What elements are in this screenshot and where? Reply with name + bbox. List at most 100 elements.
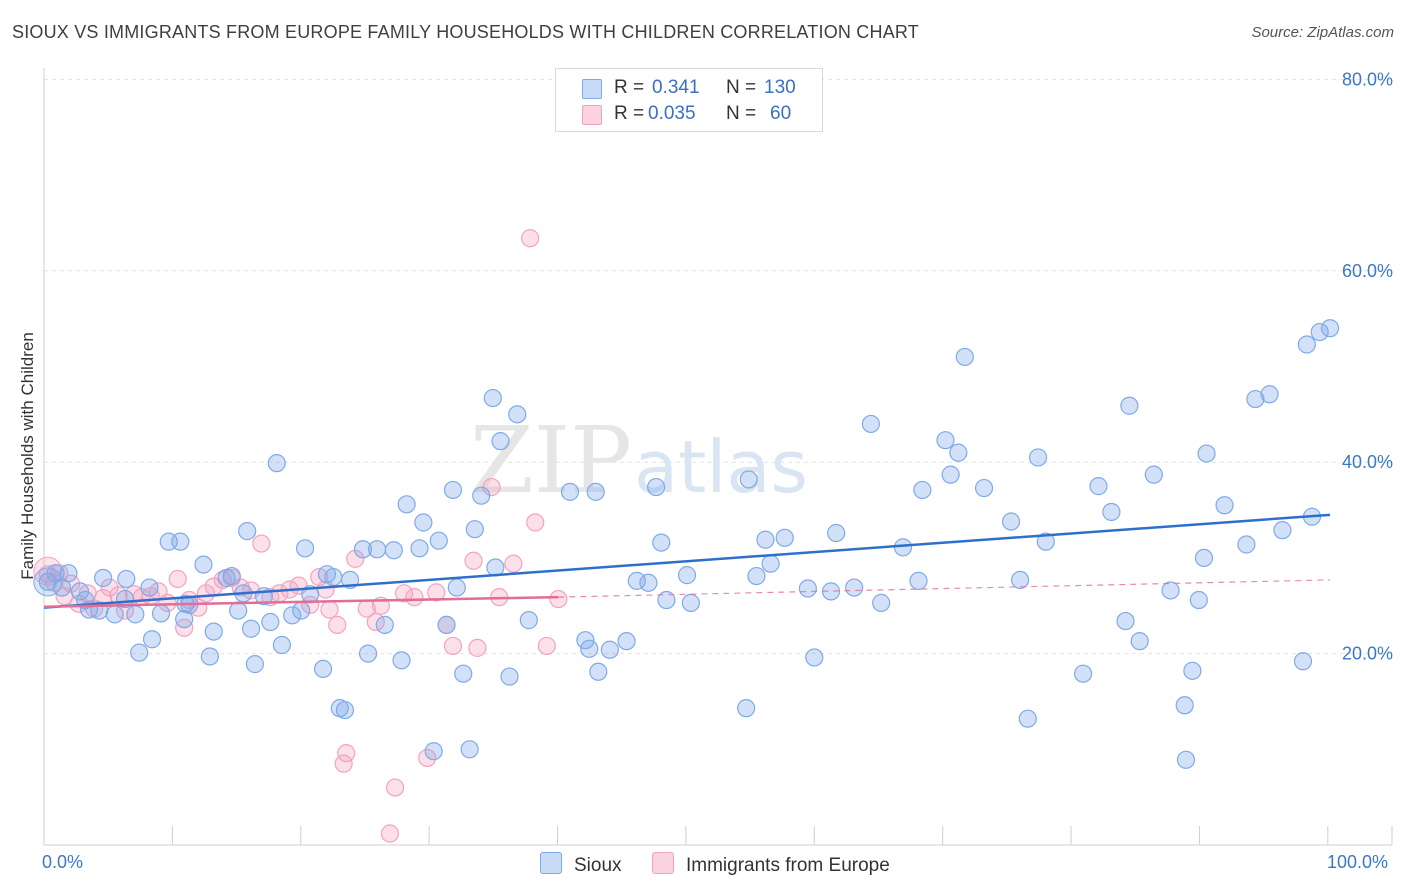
sioux-point bbox=[1183, 661, 1202, 680]
sioux-point bbox=[600, 640, 619, 659]
sioux-point bbox=[283, 606, 302, 625]
sioux-point bbox=[1189, 590, 1208, 610]
europe-point bbox=[504, 554, 523, 573]
europe-point bbox=[549, 589, 568, 609]
sioux-point bbox=[335, 700, 355, 720]
sioux-point bbox=[1320, 319, 1340, 338]
sioux-point bbox=[267, 454, 286, 473]
sioux-points bbox=[33, 319, 1340, 769]
sioux-point bbox=[909, 571, 928, 590]
sioux-point bbox=[798, 579, 817, 598]
sioux-point bbox=[1018, 709, 1037, 728]
sioux-point bbox=[941, 465, 960, 484]
sioux-point bbox=[576, 631, 595, 650]
sioux-point bbox=[460, 740, 479, 759]
sioux-point bbox=[1161, 581, 1180, 600]
sioux-swatch bbox=[582, 79, 602, 99]
sioux-point bbox=[737, 699, 756, 718]
europe-point bbox=[405, 588, 424, 607]
sioux-point bbox=[130, 643, 149, 662]
legend-sioux-r: 0.341 bbox=[652, 77, 700, 98]
sioux-point bbox=[1116, 611, 1135, 631]
sioux-point bbox=[861, 414, 880, 434]
sioux-point bbox=[204, 622, 223, 641]
europe-point bbox=[468, 638, 487, 657]
sioux-point bbox=[500, 667, 519, 686]
bottom-legend-sioux: Sioux bbox=[540, 852, 622, 877]
europe-point bbox=[521, 229, 540, 248]
axes bbox=[43, 68, 1393, 846]
legend-europe-r: 0.035 bbox=[648, 103, 696, 124]
sioux-point bbox=[1310, 322, 1329, 342]
legend-sioux-n: 130 bbox=[764, 77, 796, 98]
chart-title: SIOUX VS IMMIGRANTS FROM EUROPE FAMILY H… bbox=[12, 22, 919, 42]
sioux-point bbox=[508, 405, 527, 424]
sioux-point bbox=[560, 482, 580, 501]
legend-n-label: N = bbox=[726, 103, 757, 124]
sioux-point bbox=[1273, 521, 1292, 540]
sioux-point bbox=[465, 520, 484, 539]
sioux-point bbox=[1175, 696, 1194, 715]
sioux-point bbox=[1246, 389, 1265, 409]
sioux-point bbox=[681, 593, 700, 612]
sioux-point bbox=[1197, 444, 1216, 463]
y-tick-label: 20.0% bbox=[1342, 644, 1393, 664]
sioux-point bbox=[519, 611, 538, 630]
legend-europe-n: 60 bbox=[770, 103, 792, 124]
sioux-point bbox=[151, 604, 171, 623]
sioux-point bbox=[94, 568, 113, 588]
watermark-zip: ZIP bbox=[470, 407, 632, 514]
sioux-point bbox=[1036, 532, 1055, 551]
sioux-point bbox=[1120, 396, 1139, 415]
europe-point bbox=[537, 636, 556, 656]
sioux-trend-line bbox=[43, 513, 1331, 609]
europe-point bbox=[320, 600, 339, 619]
y-tick-label: 80.0% bbox=[1342, 69, 1393, 89]
sioux-point bbox=[171, 532, 190, 551]
bottom-europe-swatch bbox=[652, 852, 674, 874]
europe-swatch bbox=[582, 105, 602, 125]
correlation-legend: R = 0.341 N = 130 R = 0.035 N = 60 bbox=[555, 68, 823, 132]
sioux-point bbox=[756, 530, 775, 549]
sioux-point bbox=[245, 655, 265, 674]
sioux-point bbox=[70, 582, 90, 601]
europe-points bbox=[33, 229, 568, 843]
sioux-point bbox=[647, 477, 666, 497]
sioux-point bbox=[222, 566, 241, 586]
sioux-point bbox=[893, 538, 913, 557]
sioux-point bbox=[117, 569, 136, 589]
sioux-point bbox=[397, 495, 416, 514]
y-tick-label: 60.0% bbox=[1342, 261, 1393, 281]
sioux-point bbox=[313, 659, 333, 679]
sioux-point bbox=[447, 578, 466, 597]
sioux-point bbox=[140, 578, 159, 597]
sioux-point bbox=[1089, 477, 1108, 496]
sioux-point bbox=[775, 528, 794, 547]
europe-point bbox=[346, 549, 365, 568]
legend-r-label: R = bbox=[614, 103, 645, 124]
sioux-point bbox=[949, 443, 968, 462]
sioux-point bbox=[429, 531, 448, 550]
legend-n-label: N = bbox=[726, 77, 757, 98]
europe-point bbox=[334, 754, 353, 773]
europe-point bbox=[328, 615, 347, 634]
sioux-point bbox=[126, 605, 145, 624]
watermark: ZIP atlas bbox=[470, 407, 808, 514]
sioux-point bbox=[410, 539, 429, 558]
europe-point bbox=[337, 744, 356, 763]
sioux-point bbox=[1144, 465, 1163, 484]
europe-point bbox=[168, 569, 187, 589]
europe-point bbox=[418, 748, 437, 768]
sioux-point bbox=[272, 635, 292, 655]
europe-point bbox=[464, 551, 483, 570]
grid-lines bbox=[44, 78, 1392, 655]
y-axis-title: Family Households with Children bbox=[18, 332, 37, 580]
sioux-point bbox=[955, 347, 974, 367]
sioux-point bbox=[652, 533, 671, 552]
sioux-point bbox=[1194, 548, 1214, 568]
sioux-point bbox=[1028, 448, 1048, 467]
sioux-point bbox=[913, 480, 932, 500]
sioux-point bbox=[827, 523, 846, 543]
sioux-point bbox=[229, 601, 248, 620]
